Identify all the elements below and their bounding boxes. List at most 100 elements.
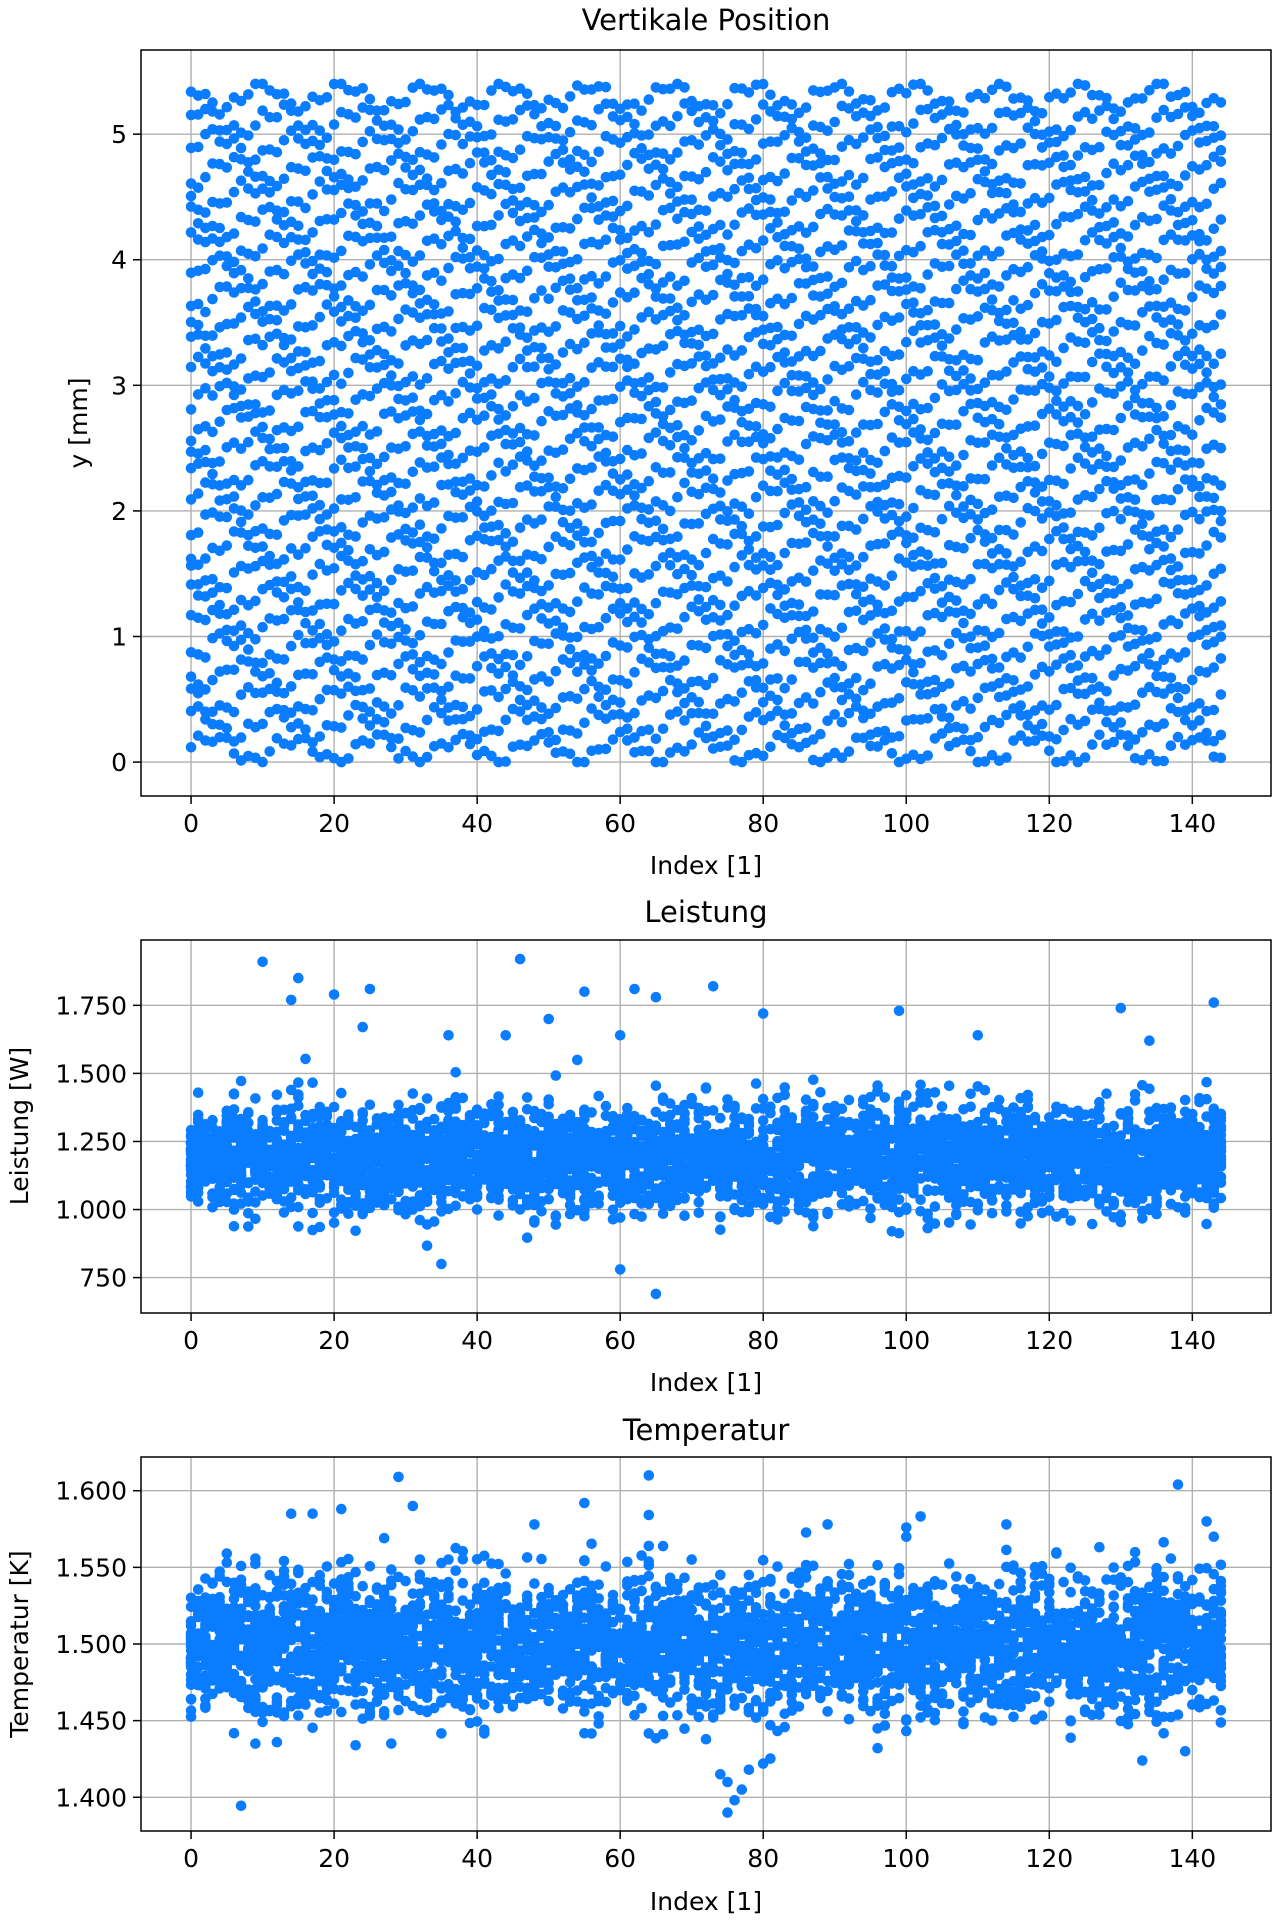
data-point — [729, 429, 740, 441]
data-point — [285, 543, 297, 554]
data-point — [636, 413, 647, 425]
data-point — [743, 508, 755, 519]
data-point — [643, 94, 655, 105]
data-point — [736, 756, 748, 768]
data-point — [350, 461, 361, 472]
data-point — [421, 542, 433, 553]
data-point — [793, 599, 805, 610]
data-point — [1208, 121, 1220, 132]
data-point — [307, 320, 318, 331]
data-point — [643, 372, 655, 383]
data-point — [307, 605, 318, 616]
data-point — [836, 427, 848, 438]
data-point — [1215, 515, 1227, 527]
data-point — [707, 672, 719, 684]
data-point — [207, 97, 218, 108]
data-point — [200, 207, 211, 218]
data-point — [214, 109, 225, 120]
data-point — [400, 267, 411, 279]
data-point — [450, 575, 462, 586]
data-point — [564, 567, 576, 579]
data-point — [278, 135, 290, 146]
data-point — [872, 237, 883, 249]
data-point — [192, 488, 204, 499]
data-point — [901, 645, 912, 656]
data-point — [336, 78, 347, 90]
data-point — [1179, 445, 1191, 457]
data-point — [228, 640, 240, 652]
data-point — [1029, 592, 1041, 604]
data-point — [400, 249, 411, 261]
data-point — [235, 312, 247, 323]
data-point — [1158, 755, 1169, 767]
data-point — [264, 668, 276, 679]
data-point — [257, 421, 268, 433]
data-point — [722, 475, 733, 486]
data-point — [750, 421, 762, 432]
data-point — [757, 99, 769, 110]
data-point — [407, 502, 419, 513]
data-point — [1215, 532, 1227, 543]
data-point — [786, 674, 798, 685]
data-point — [300, 585, 311, 597]
data-point — [1137, 266, 1148, 277]
data-point — [1201, 580, 1212, 591]
data-point — [357, 442, 369, 454]
data-point — [1215, 505, 1227, 517]
data-point — [500, 466, 512, 477]
data-point — [1215, 412, 1227, 424]
data-point — [378, 512, 390, 523]
data-point — [350, 199, 361, 211]
data-point — [629, 611, 640, 623]
data-point — [443, 99, 454, 111]
data-point — [328, 154, 340, 166]
data-point — [829, 589, 840, 601]
data-point — [529, 361, 540, 373]
data-point — [715, 389, 726, 401]
data-point — [507, 207, 519, 219]
data-point — [550, 321, 562, 332]
x-tick-label: 80 — [747, 809, 779, 838]
data-point — [979, 267, 991, 279]
data-point — [607, 393, 619, 405]
data-point — [428, 1113, 440, 1125]
data-point — [850, 389, 862, 400]
data-point — [264, 367, 276, 378]
data-point — [593, 556, 604, 567]
data-point — [307, 737, 318, 748]
data-point — [1036, 108, 1048, 119]
data-point — [1172, 180, 1184, 192]
data-point — [564, 657, 576, 669]
data-point — [1158, 274, 1169, 286]
data-point — [443, 580, 454, 592]
data-point — [414, 250, 426, 261]
data-point — [192, 319, 204, 331]
data-point — [715, 140, 726, 151]
data-point — [314, 355, 326, 367]
data-point — [221, 723, 233, 734]
data-point — [715, 599, 726, 611]
data-point — [507, 536, 519, 548]
data-point — [750, 280, 762, 292]
data-point — [471, 496, 483, 507]
data-point — [307, 227, 318, 238]
data-point — [436, 707, 447, 719]
data-point — [1086, 672, 1098, 684]
data-point — [507, 459, 519, 471]
data-point — [307, 746, 318, 757]
data-point — [328, 1217, 340, 1229]
data-point — [436, 389, 447, 401]
data-point — [536, 237, 547, 249]
data-point — [664, 293, 676, 304]
data-point — [743, 544, 755, 555]
data-point — [185, 553, 197, 565]
data-point — [243, 130, 254, 141]
data-point — [471, 383, 483, 394]
data-point — [622, 111, 633, 123]
data-point — [1187, 674, 1198, 686]
data-point — [772, 639, 783, 650]
data-point — [629, 324, 640, 335]
data-point — [750, 303, 762, 315]
data-point — [343, 1208, 354, 1219]
data-point — [243, 474, 254, 486]
